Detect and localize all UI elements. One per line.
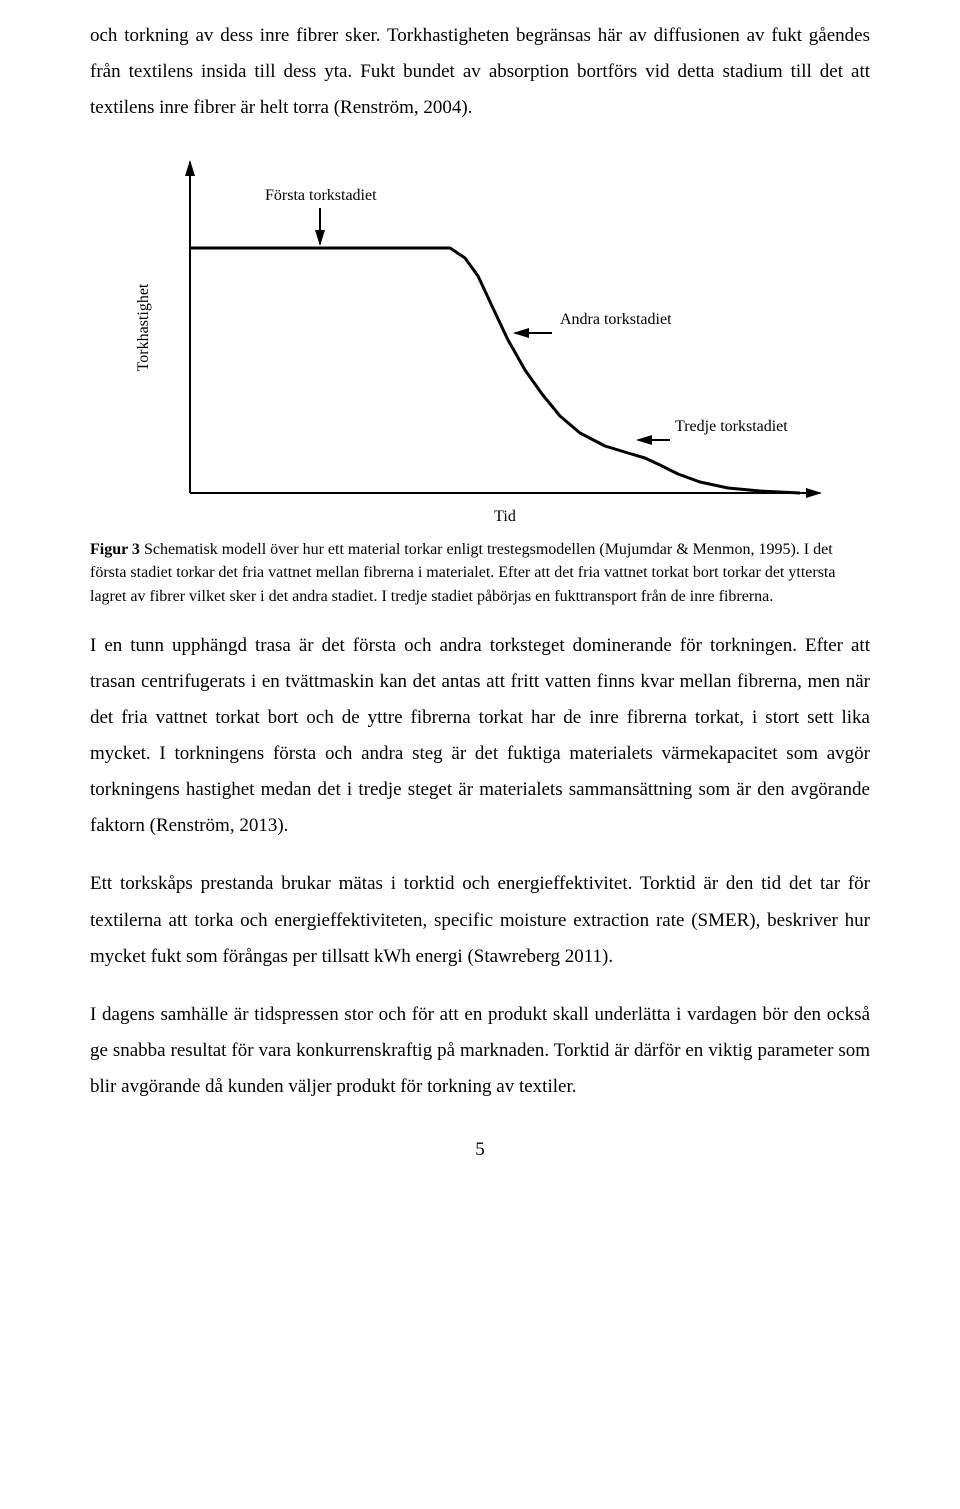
paragraph-3: Ett torkskåps prestanda brukar mätas i t… xyxy=(90,866,870,974)
svg-text:Första torkstadiet: Första torkstadiet xyxy=(265,187,377,204)
svg-text:Tid: Tid xyxy=(494,508,516,525)
paragraph-1: och torkning av dess inre fibrer sker. T… xyxy=(90,18,870,126)
document-page: och torkning av dess inre fibrer sker. T… xyxy=(0,0,960,1201)
svg-text:Andra torkstadiet: Andra torkstadiet xyxy=(560,311,672,328)
figure-caption: Figur 3 Schematisk modell över hur ett m… xyxy=(90,538,870,608)
paragraph-4: I dagens samhälle är tidspressen stor oc… xyxy=(90,997,870,1105)
figure-caption-lead: Figur 3 xyxy=(90,541,140,558)
svg-text:Torkhastighet: Torkhastighet xyxy=(135,283,152,371)
drying-stages-chart: Tid Torkhastighet Första torkstadiet Andra … xyxy=(120,148,840,528)
svg-text:Tredje torkstadiet: Tredje torkstadiet xyxy=(675,418,788,435)
paragraph-2: I en tunn upphängd trasa är det första o… xyxy=(90,628,870,845)
page-number: 5 xyxy=(90,1139,870,1161)
figure-caption-text: Schematisk modell över hur ett material … xyxy=(90,541,835,604)
